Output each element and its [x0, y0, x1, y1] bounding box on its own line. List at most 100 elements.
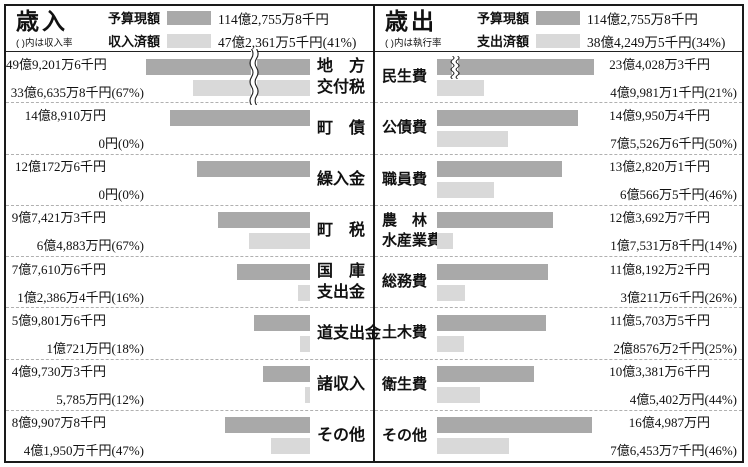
category-line: 道支出金 [317, 324, 382, 342]
bar-group [146, 49, 310, 106]
legend-budget-label: 予算現額 [477, 11, 530, 26]
legend-collected-row: 収入済額 47億2,361万5千円(41%) [108, 31, 369, 51]
amount-labels: 4億9,730万3千円 5,785万円(12%) [6, 360, 146, 410]
budget-amount: 12億3,692万7千円 [609, 210, 710, 226]
legend-spent-label: 支出済額 [477, 34, 530, 49]
category-label: 職員費 [375, 155, 437, 205]
category-line: 町 債 [317, 119, 366, 137]
legend-spent-row: 支出済額 38億4,249万5千円(34%) [477, 31, 738, 51]
category-label: 農 林水産業費 [375, 206, 442, 256]
category-line: 支出金 [317, 284, 366, 302]
bar-group [146, 308, 310, 358]
paid-amount: 4億1,950万千円(47%) [23, 443, 144, 459]
category-label: 土木費 [375, 308, 437, 358]
expenditure-row: 公債費 14億9,950万4千円 7億5,526万6千円(50%) [375, 102, 742, 153]
category-line: 民生費 [382, 68, 428, 85]
expenditure-row: 民生費 23億4,028万3千円 4億9,981万1千円(21%) [375, 52, 742, 102]
paid-amount: 1億721万円(18%) [46, 340, 145, 356]
budget-bar [237, 263, 310, 280]
paid-bar [437, 130, 508, 147]
spent-swatch-icon [536, 33, 581, 48]
budget-amount: 11億5,703万5千円 [609, 312, 710, 328]
budget-bar [146, 58, 310, 75]
budget-bar [197, 161, 310, 178]
category-line: 衛生費 [382, 375, 428, 393]
paid-amount: 1億2,386万4千円(16%) [17, 289, 144, 305]
bar-group [437, 206, 601, 256]
budget-report-chart: 歳入 ( )内は収入率 予算現額 114億2,755万8千円 収入済額 47億2… [4, 4, 744, 463]
legend-budget-value: 114億2,755万8千円 [218, 11, 329, 27]
budget-bar [437, 366, 534, 383]
expenditure-title: 歳出 [385, 7, 437, 34]
budget-amount: 49億9,201万6千円 [6, 56, 107, 72]
paid-amount: 0円(0%) [98, 135, 145, 151]
budget-swatch-icon [536, 10, 581, 25]
amount-labels: 10億3,381万6千円 4億5,402万円(44%) [601, 360, 742, 410]
paid-bar [300, 335, 310, 352]
bar-truncation-break-icon [249, 49, 259, 106]
budget-bar [437, 314, 546, 331]
revenue-title: 歳入 [16, 7, 68, 34]
paid-bar [271, 438, 310, 455]
budget-bar [437, 212, 553, 229]
revenue-row: 9億7,421万3千円 6億4,883万円(67%) 町 税 [6, 204, 373, 256]
paid-bar [437, 233, 453, 250]
budget-bar [437, 263, 548, 280]
expenditure-row: 衛生費 10億3,381万6千円 4億5,402万円(44%) [375, 358, 742, 410]
revenue-header: 歳入 ( )内は収入率 予算現額 114億2,755万8千円 収入済額 47億2… [6, 6, 373, 52]
budget-amount: 14億8,910万円 [24, 107, 106, 123]
paid-bar [437, 438, 509, 455]
legend-collected-label: 収入済額 [108, 34, 161, 49]
budget-amount: 12億172万6千円 [14, 159, 106, 175]
amount-labels: 23億4,028万3千円 4億9,981万1千円(21%) [601, 52, 742, 102]
expenditure-rate-note: ( )内は執行率 [385, 37, 442, 49]
bar-group [437, 155, 601, 205]
budget-amount: 7億7,610万6千円 [11, 261, 106, 277]
budget-bar [437, 58, 594, 75]
paid-amount: 4億9,981万1千円(21%) [610, 84, 737, 100]
budget-amount: 11億8,192万2千円 [609, 261, 710, 277]
paid-bar [437, 79, 484, 96]
amount-labels: 9億7,421万3千円 6億4,883万円(67%) [6, 206, 146, 256]
expenditure-row: 農 林水産業費 12億3,692万7千円 1億7,531万8千円(14%) [375, 204, 742, 256]
bar-group [437, 52, 601, 102]
budget-bar [170, 109, 310, 126]
budget-bar [225, 417, 310, 434]
category-label: その他 [310, 411, 373, 461]
paid-bar [437, 284, 465, 301]
budget-bar [254, 314, 310, 331]
expenditure-rows: 民生費 23億4,028万3千円 4億9,981万1千円(21%) 公債費 14億9,9… [375, 52, 742, 461]
legend-budget-row: 予算現額 114億2,755万8千円 [477, 8, 738, 28]
bar-group [146, 206, 310, 256]
amount-labels: 14億9,950万4千円 7億5,526万6千円(50%) [601, 103, 742, 153]
budget-amount: 14億9,950万4千円 [609, 107, 710, 123]
revenue-row: 5億9,801万6千円 1億721万円(18%) 道支出金 [6, 307, 381, 358]
budget-amount: 13億2,820万1千円 [609, 159, 710, 175]
revenue-row: 4億9,730万3千円 5,785万円(12%) 諸収入 [6, 358, 373, 410]
category-line: 公債費 [382, 119, 428, 137]
revenue-row: 8億9,907万8千円 4億1,950万千円(47%) その他 [6, 409, 373, 461]
budget-bar [437, 161, 562, 178]
bar-group [146, 411, 310, 461]
bar-group [437, 103, 601, 153]
category-line: その他 [382, 426, 428, 444]
legend-collected-value: 47億2,361万5千円(41%) [218, 34, 357, 50]
expenditure-header: 歳出 ( )内は執行率 予算現額 114億2,755万8千円 支出済額 38億4… [375, 6, 742, 52]
amount-labels: 49億9,201万6千円 33億6,635万8千円(67%) [6, 52, 146, 102]
revenue-row: 7億7,610万6千円 1億2,386万4千円(16%) 国 庫支出金 [6, 256, 373, 307]
category-label: 町 債 [310, 103, 373, 153]
bar-truncation-break-icon [450, 56, 460, 79]
amount-labels: 7億7,610万6千円 1億2,386万4千円(16%) [6, 257, 146, 307]
paid-bar [437, 182, 494, 199]
bar-group [437, 411, 601, 461]
budget-swatch-icon [167, 10, 212, 25]
category-line: 諸収入 [317, 375, 366, 393]
category-line: 地 方 [317, 57, 366, 75]
category-line: 総務費 [382, 273, 428, 290]
amount-labels: 11億5,703万5千円 2億8576万2千円(25%) [601, 308, 742, 358]
paid-bar [305, 387, 310, 404]
budget-amount: 9億7,421万3千円 [11, 210, 106, 226]
amount-labels: 12億172万6千円 0円(0%) [6, 155, 146, 205]
revenue-legend: 予算現額 114億2,755万8千円 収入済額 47億2,361万5千円(41%… [108, 9, 369, 51]
legend-budget-label: 予算現額 [108, 11, 161, 26]
